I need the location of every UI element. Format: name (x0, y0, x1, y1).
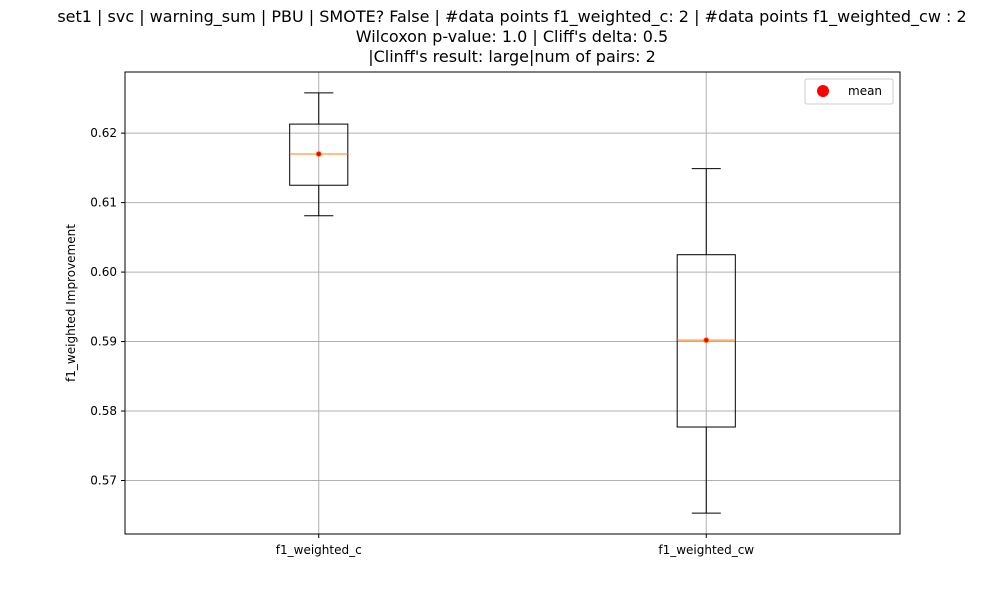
x-axis-ticks: f1_weighted_c f1_weighted_cw (276, 534, 754, 557)
y-tick-label: 0.61 (90, 196, 117, 210)
chart-title-line-3: |Clinff's result: large|num of pairs: 2 (368, 47, 656, 66)
chart-title-line-2: Wilcoxon p-value: 1.0 | Cliff's delta: 0… (356, 27, 668, 46)
mean-marker (315, 151, 322, 157)
box-layer (289, 92, 736, 514)
y-axis-ticks: 0.57 0.58 0.59 0.60 0.61 0.62 (90, 126, 125, 488)
y-tick-label: 0.57 (90, 474, 117, 488)
mean-marker (703, 337, 710, 344)
x-tick-label: f1_weighted_cw (658, 543, 754, 557)
y-axis-label: f1_weighted Improvement (64, 224, 78, 382)
y-tick-label: 0.59 (90, 335, 117, 349)
legend: mean (804, 78, 894, 105)
box-f1_weighted_c (289, 92, 349, 217)
grid-lines (125, 72, 900, 534)
plot-area-frame (124, 71, 901, 535)
legend-mean-marker (817, 85, 829, 97)
box-f1_weighted_cw (676, 168, 736, 514)
legend-mean-label: mean (848, 84, 882, 98)
legend-frame (804, 78, 894, 105)
box-iqr (676, 254, 736, 428)
box-iqr (289, 123, 349, 186)
y-tick-label: 0.60 (90, 265, 117, 279)
y-tick-label: 0.62 (90, 126, 117, 140)
x-tick-label: f1_weighted_c (276, 543, 362, 557)
chart-title-line-1: set1 | svc | warning_sum | PBU | SMOTE? … (57, 7, 966, 27)
y-tick-label: 0.58 (90, 404, 117, 418)
